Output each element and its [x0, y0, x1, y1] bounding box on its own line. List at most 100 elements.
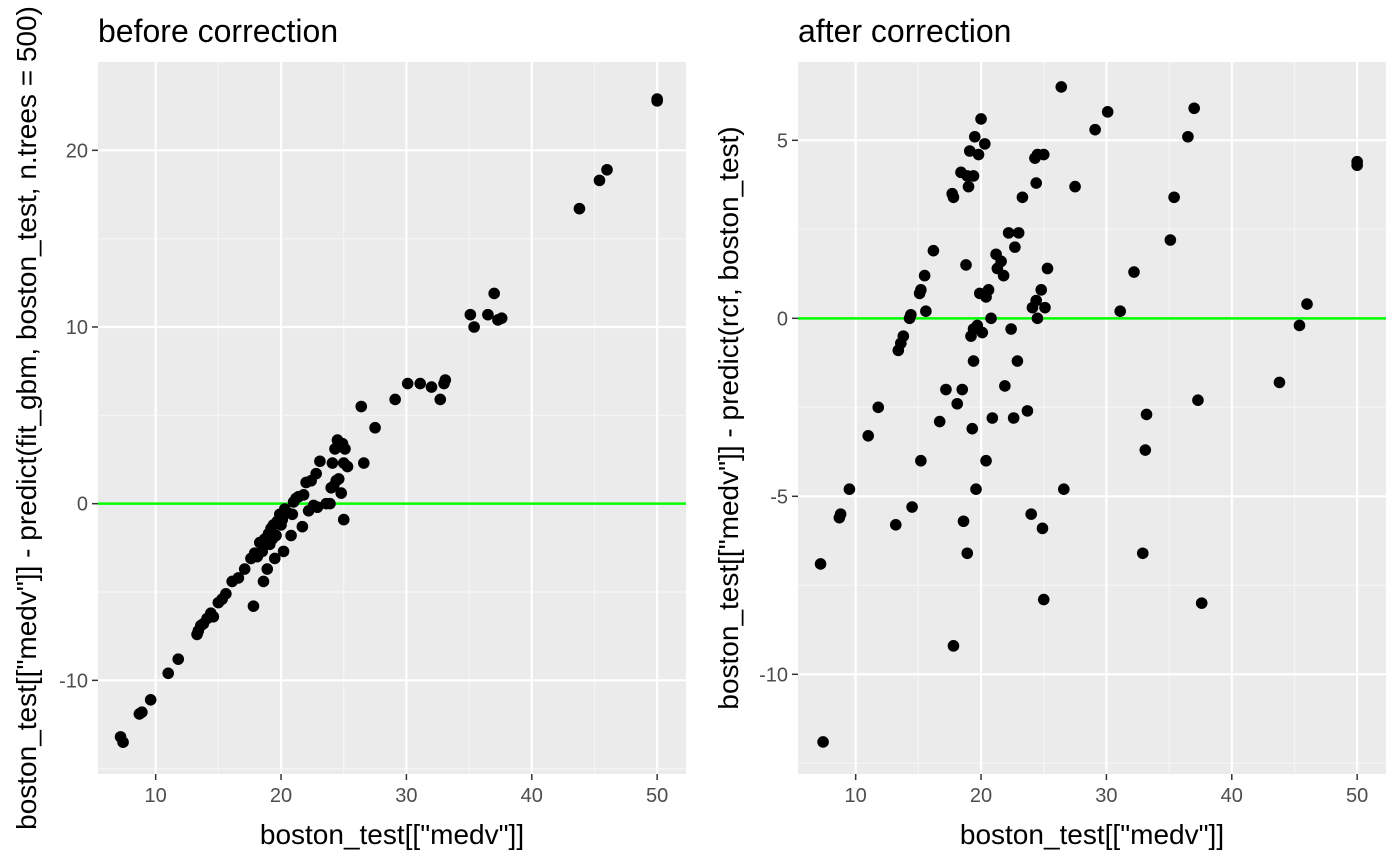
right-data-point — [967, 355, 980, 367]
right-data-point — [967, 170, 980, 182]
right-data-point — [997, 269, 1010, 282]
left-chart: before correction 10 20 30 40 50 -10 0 10 20 bo… — [11, 6, 686, 850]
right-y-tick-label: 5 — [777, 130, 788, 152]
left-data-point — [297, 489, 310, 501]
right-data-point — [1195, 597, 1208, 609]
left-data-point — [326, 457, 339, 469]
right-data-point — [1011, 355, 1024, 367]
right-y-axis-ticks: -10 -5 0 5 — [759, 130, 798, 686]
left-data-point — [468, 321, 480, 333]
right-data-point — [872, 401, 885, 414]
right-data-point — [1057, 483, 1070, 496]
left-x-axis-ticks: 10 20 30 40 50 — [145, 774, 668, 807]
right-data-point — [915, 284, 927, 296]
right-data-point — [963, 145, 976, 157]
right-data-point — [985, 312, 997, 325]
right-data-point — [1128, 266, 1140, 278]
right-x-tick-label: 40 — [1221, 785, 1243, 807]
right-x-tick-label: 50 — [1346, 785, 1368, 807]
left-data-point — [296, 520, 309, 533]
left-data-point — [439, 374, 452, 386]
left-data-point — [593, 174, 606, 187]
right-point-layer — [814, 81, 1363, 748]
left-data-point — [232, 572, 245, 584]
right-data-point — [957, 515, 970, 528]
right-data-point — [1192, 394, 1204, 407]
left-y-tick-label: 0 — [77, 494, 88, 516]
right-data-point — [1182, 130, 1194, 143]
right-minor-grid — [798, 62, 1386, 774]
right-y-tick-label: -5 — [770, 486, 788, 508]
left-data-point — [207, 610, 220, 623]
left-x-tick-label: 50 — [646, 785, 668, 807]
right-chart-title: after correction — [798, 13, 1011, 49]
right-data-point — [1030, 177, 1043, 189]
right-data-point — [1089, 123, 1101, 136]
right-data-point — [986, 412, 999, 424]
left-plot-background — [98, 62, 686, 774]
right-data-point — [889, 519, 902, 531]
right-data-point — [1168, 191, 1180, 204]
right-plot-background — [798, 62, 1386, 774]
left-y-tick-label: 10 — [66, 317, 88, 339]
right-data-point — [843, 483, 856, 496]
right-data-point — [1164, 234, 1177, 246]
left-data-point — [172, 653, 185, 665]
right-data-point — [1139, 444, 1152, 456]
left-data-point — [573, 202, 586, 215]
left-data-point — [337, 513, 350, 526]
left-y-tick-label: -10 — [59, 670, 88, 692]
right-data-point — [972, 148, 985, 161]
right-data-point — [1009, 241, 1021, 253]
right-data-point — [1025, 508, 1037, 520]
right-data-point — [1188, 102, 1200, 115]
right-data-point — [1301, 298, 1313, 310]
left-data-point — [310, 467, 322, 480]
left-data-point — [136, 706, 148, 718]
left-point-layer — [114, 93, 663, 748]
left-y-axis-title: boston_test[["medv"]] - predict(fit_gbm,… — [11, 6, 42, 830]
left-data-point — [601, 163, 613, 176]
right-x-tick-label: 10 — [845, 785, 867, 807]
left-data-point — [355, 400, 368, 413]
right-data-point — [980, 454, 992, 467]
right-data-point — [961, 547, 974, 560]
left-data-point — [238, 563, 251, 575]
left-data-point — [339, 443, 351, 455]
right-data-point — [1012, 227, 1025, 239]
left-chart-title: before correction — [98, 13, 338, 49]
right-data-point — [1030, 294, 1043, 307]
left-data-point — [220, 587, 232, 600]
right-data-point — [920, 305, 932, 318]
left-data-point — [495, 312, 508, 324]
right-data-point — [947, 191, 960, 204]
right-data-point — [970, 483, 982, 496]
right-data-point — [1041, 262, 1054, 275]
right-data-point — [1037, 593, 1050, 606]
left-y-tick-label: 20 — [66, 140, 88, 162]
left-data-point — [434, 393, 447, 406]
right-data-point — [1005, 323, 1017, 335]
right-data-point — [951, 397, 964, 410]
left-data-point — [286, 508, 299, 521]
left-y-axis-ticks: -10 0 10 20 — [59, 140, 98, 692]
left-data-point — [425, 381, 438, 393]
right-data-point — [905, 308, 917, 321]
right-data-point — [968, 130, 981, 143]
right-data-point — [834, 508, 847, 520]
left-data-point — [324, 497, 336, 510]
right-data-point — [906, 501, 918, 513]
left-data-point — [332, 473, 345, 485]
right-data-point — [1007, 412, 1020, 424]
right-data-point — [897, 330, 910, 342]
right-data-point — [947, 640, 960, 652]
left-data-point — [414, 377, 427, 390]
left-data-point — [357, 457, 370, 469]
right-x-axis-title: boston_test[["medv"]] — [960, 819, 1224, 850]
left-data-point — [369, 421, 381, 434]
left-data-point — [341, 460, 354, 473]
right-data-point — [976, 326, 989, 339]
left-data-point — [285, 529, 297, 542]
right-x-axis-ticks: 10 20 30 40 50 — [845, 774, 1368, 807]
